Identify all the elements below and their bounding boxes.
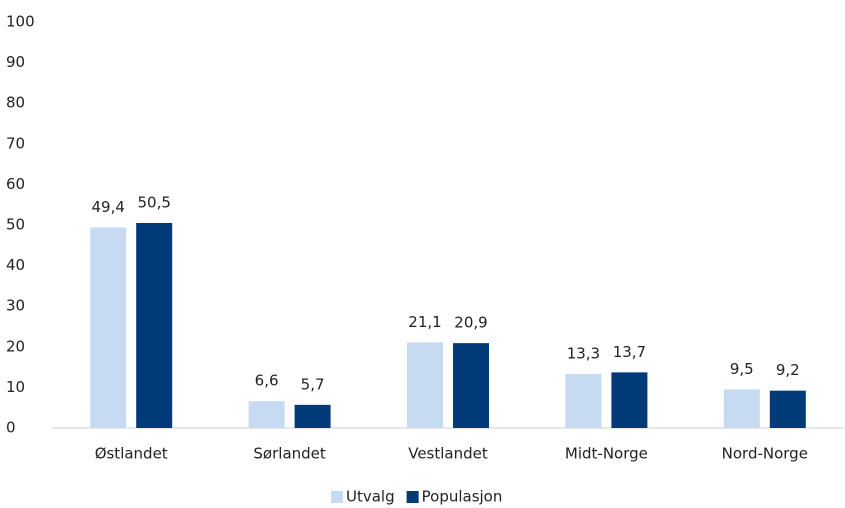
y-tick-label: 90 xyxy=(6,53,25,71)
value-label: 5,7 xyxy=(301,375,325,393)
x-tick-label: Sørlandet xyxy=(253,445,325,463)
value-label: 9,2 xyxy=(776,361,800,379)
bar xyxy=(723,389,760,428)
x-tick-label: Østlandet xyxy=(95,445,168,463)
bar xyxy=(769,390,806,428)
legend-swatch xyxy=(331,491,343,503)
x-tick-label: Nord-Norge xyxy=(722,445,808,463)
value-label: 13,3 xyxy=(567,345,600,363)
y-tick-label: 100 xyxy=(6,13,35,31)
y-tick-label: 30 xyxy=(6,297,25,315)
x-tick-label: Vestlandet xyxy=(408,445,488,463)
y-tick-label: 70 xyxy=(6,134,25,152)
y-tick-label: 0 xyxy=(6,419,16,437)
bar xyxy=(453,343,489,428)
bar xyxy=(136,222,173,428)
value-label: 6,6 xyxy=(255,372,279,390)
value-label: 13,7 xyxy=(613,343,646,361)
x-tick-label: Midt-Norge xyxy=(565,445,648,463)
value-label: 9,5 xyxy=(730,360,754,378)
y-tick-label: 40 xyxy=(6,256,25,274)
bar xyxy=(294,404,331,428)
y-tick-label: 20 xyxy=(6,337,25,355)
legend-label: Utvalg xyxy=(346,488,395,506)
bar xyxy=(407,342,443,428)
bar xyxy=(565,374,602,428)
bar xyxy=(248,401,285,428)
legend-label: Populasjon xyxy=(422,488,503,506)
value-label: 49,4 xyxy=(91,198,124,216)
y-tick-label: 10 xyxy=(6,378,25,396)
legend-swatch xyxy=(406,491,419,503)
bar xyxy=(90,227,127,428)
value-label: 50,5 xyxy=(137,193,170,211)
y-tick-label: 50 xyxy=(6,216,25,234)
y-tick-label: 80 xyxy=(6,94,25,112)
y-tick-label: 60 xyxy=(6,175,25,193)
value-label: 20,9 xyxy=(454,314,487,332)
bar xyxy=(611,372,648,428)
value-label: 21,1 xyxy=(408,313,441,331)
